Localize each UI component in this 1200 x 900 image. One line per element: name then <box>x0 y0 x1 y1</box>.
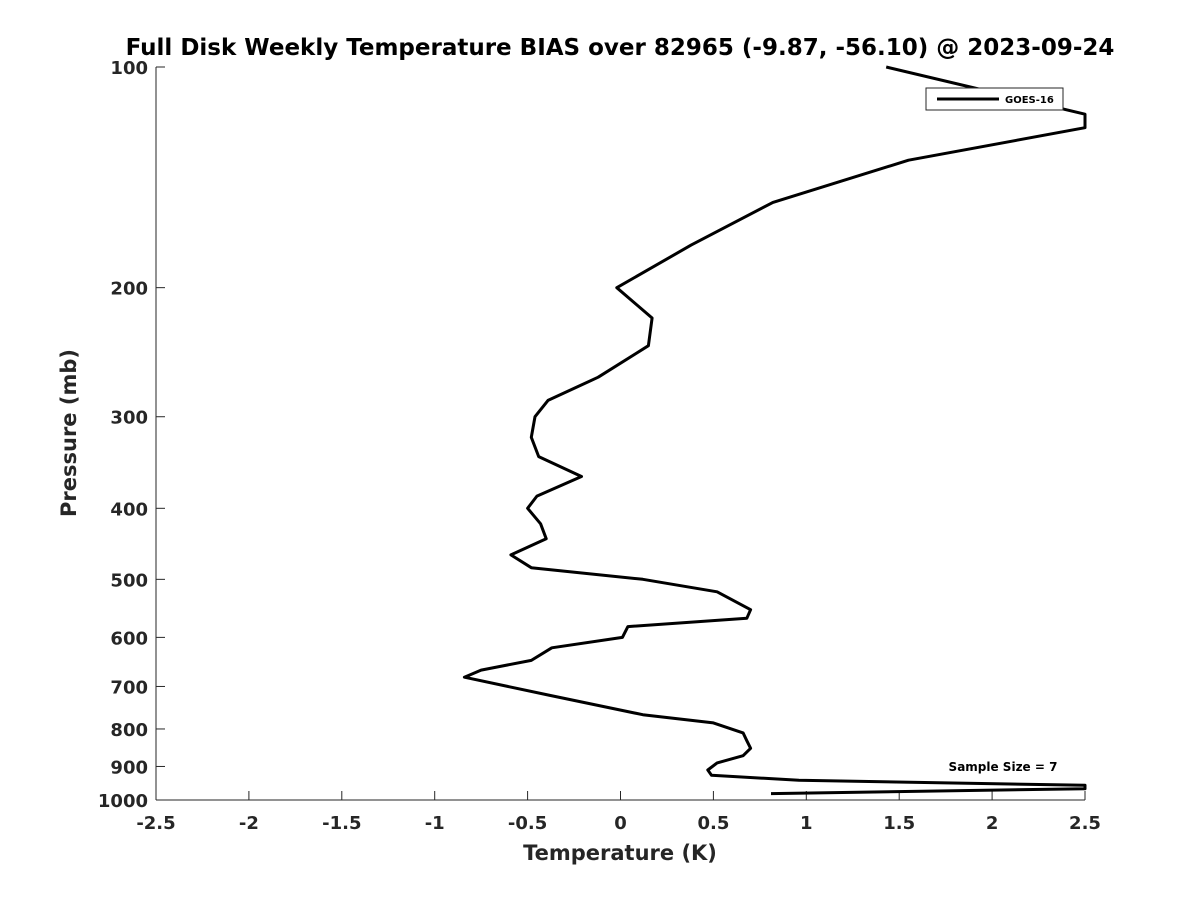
y-tick-label: 400 <box>110 499 148 520</box>
chart-title: Full Disk Weekly Temperature BIAS over 8… <box>126 35 1115 61</box>
y-tick-label: 300 <box>110 408 148 429</box>
series-line <box>462 65 1087 796</box>
y-tick-label: 900 <box>110 757 148 778</box>
y-tick-label: 200 <box>110 279 148 300</box>
x-tick-label: 2.5 <box>1069 813 1101 834</box>
x-tick-label: -0.5 <box>508 813 547 834</box>
x-tick-label: 1.5 <box>883 813 915 834</box>
x-tick-label: -1 <box>425 813 445 834</box>
x-tick-label: 0 <box>614 813 627 834</box>
sample-size-note: Sample Size = 7 <box>949 760 1058 774</box>
x-axis-label: Temperature (K) <box>523 841 717 865</box>
legend: GOES-16 <box>925 87 1064 111</box>
y-tick-label: 500 <box>110 570 148 591</box>
x-tick-label: -1.5 <box>322 813 361 834</box>
x-tick-label: -2.5 <box>136 813 175 834</box>
legend-label: GOES-16 <box>1005 95 1054 106</box>
x-tick-label: -2 <box>239 813 259 834</box>
y-tick-label: 800 <box>110 720 148 741</box>
x-ticks: -2.5 -2 -1.5 -1 -0.5 0 0.5 1 1.5 2 2.5 <box>136 791 1101 834</box>
y-tick-label: 700 <box>110 677 148 698</box>
y-tick-label: 1000 <box>98 791 148 812</box>
y-axis-label: Pressure (mb) <box>57 349 81 517</box>
x-tick-label: 2 <box>986 813 999 834</box>
y-ticks: 100 200 300 400 500 600 700 800 900 1000 <box>98 58 165 812</box>
x-tick-label: 0.5 <box>697 813 729 834</box>
axes <box>155 67 1085 801</box>
y-tick-label: 600 <box>110 628 148 649</box>
x-tick-label: 1 <box>800 813 813 834</box>
y-tick-label: 100 <box>110 58 148 79</box>
series-layer <box>462 65 1087 796</box>
